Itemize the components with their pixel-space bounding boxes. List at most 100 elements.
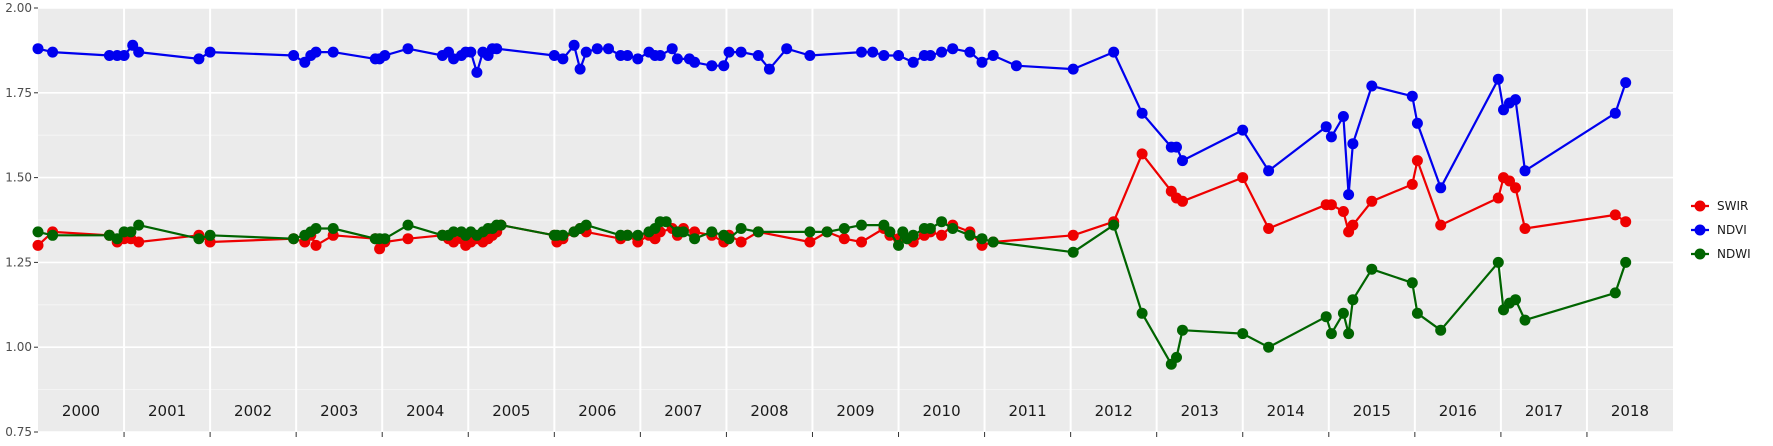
data-point-ndvi [867, 46, 879, 58]
data-point-ndvi [622, 50, 633, 61]
data-point-ndvi [936, 46, 948, 58]
data-point-ndvi [924, 50, 936, 61]
data-point-ndvi [379, 50, 391, 61]
data-point-ndvi [327, 46, 339, 58]
data-point-ndwi [893, 239, 904, 251]
data-point-ndwi [495, 219, 507, 231]
data-point-swir [1620, 216, 1632, 228]
data-point-ndvi [893, 50, 904, 61]
y-tick-label: 1.50 [5, 171, 32, 185]
data-point-swir [32, 239, 44, 251]
data-point-swir [856, 236, 867, 248]
data-point-ndvi [1263, 165, 1275, 177]
data-point-ndwi [1325, 328, 1337, 340]
data-point-ndvi [118, 50, 130, 61]
data-point-ndvi [947, 43, 959, 55]
year-label: 2017 [1525, 402, 1563, 420]
data-point-ndvi [491, 43, 503, 55]
data-point-ndvi [568, 39, 580, 51]
legend-key-marker [1694, 248, 1706, 260]
year-label: 2016 [1439, 402, 1477, 420]
data-point-ndwi [402, 219, 414, 231]
data-point-ndwi [1067, 246, 1079, 258]
data-point-ndvi [557, 53, 569, 65]
data-point-ndwi [1492, 256, 1504, 268]
year-label: 2011 [1009, 402, 1047, 420]
data-point-ndvi [1347, 138, 1359, 150]
legend: SWIR NDVI NDWI [1690, 196, 1751, 264]
data-point-ndvi [548, 50, 560, 61]
y-tick-label: 0.75 [5, 425, 32, 439]
series-ndvi [32, 39, 1632, 201]
year-label: 2002 [234, 402, 272, 420]
data-point-ndvi [632, 53, 644, 65]
legend-label: NDWI [1717, 247, 1751, 261]
y-tick-label: 1.75 [5, 86, 32, 100]
y-tick-label: 1.25 [5, 255, 32, 269]
data-point-ndwi [689, 233, 701, 245]
data-point-swir [1411, 155, 1423, 167]
data-point-swir [1136, 148, 1148, 160]
data-point-ndwi [660, 216, 672, 228]
data-point-ndwi [907, 229, 919, 241]
data-point-ndwi [1343, 328, 1355, 340]
data-point-ndvi [1620, 77, 1632, 89]
data-point-ndvi [310, 46, 322, 58]
legend-item-ndvi: NDVI [1690, 220, 1747, 240]
data-point-ndwi [327, 223, 339, 234]
data-point-ndvi [1366, 80, 1378, 92]
data-point-ndwi [964, 229, 976, 241]
data-point-ndwi [924, 223, 936, 234]
data-point-ndvi [1136, 107, 1148, 119]
year-label: 2004 [406, 402, 444, 420]
grid-minor [38, 50, 1673, 391]
data-point-ndvi [1343, 189, 1355, 201]
year-label: 2008 [750, 402, 788, 420]
series-layer [32, 39, 1632, 370]
data-point-ndwi [838, 223, 850, 234]
data-point-ndvi [193, 53, 205, 65]
data-point-ndwi [987, 236, 999, 248]
data-point-ndvi [591, 43, 603, 55]
data-point-ndvi [580, 46, 592, 58]
data-point-ndvi [603, 43, 614, 55]
data-point-ndvi [402, 43, 414, 55]
data-point-ndvi [288, 50, 300, 61]
data-point-ndwi [1347, 294, 1359, 306]
data-point-ndwi [111, 233, 123, 245]
data-point-ndvi [1067, 63, 1079, 75]
data-point-ndwi [752, 226, 764, 238]
data-point-ndwi [735, 223, 747, 234]
data-point-ndvi [907, 56, 919, 68]
data-point-swir [838, 233, 850, 245]
data-point-swir [804, 236, 816, 248]
year-label: 2010 [922, 402, 960, 420]
data-point-ndvi [1337, 111, 1349, 122]
data-point-ndvi [1435, 182, 1447, 194]
data-point-swir [1237, 172, 1249, 184]
data-point-ndvi [1406, 90, 1418, 102]
data-point-ndvi [1492, 73, 1504, 85]
data-point-ndvi [1609, 107, 1621, 119]
data-point-swir [1366, 195, 1378, 207]
data-point-ndvi [856, 46, 867, 58]
data-point-ndwi [448, 226, 460, 238]
data-point-swir [310, 239, 322, 251]
data-point-ndwi [856, 219, 867, 231]
data-point-ndvi [1108, 46, 1120, 58]
data-point-ndwi [580, 219, 592, 231]
data-point-ndwi [706, 226, 718, 238]
data-point-ndwi [204, 229, 216, 241]
data-point-swir [1347, 219, 1359, 231]
data-point-ndvi [1325, 131, 1337, 143]
data-point-ndvi [706, 60, 718, 72]
data-point-ndwi [1519, 314, 1531, 326]
data-point-swir [1492, 192, 1504, 204]
data-point-ndwi [288, 233, 300, 245]
data-point-ndwi [947, 223, 959, 234]
data-point-swir [402, 233, 414, 245]
year-label: 2001 [148, 402, 186, 420]
data-point-swir [1519, 223, 1531, 234]
data-point-swir [1609, 209, 1621, 221]
